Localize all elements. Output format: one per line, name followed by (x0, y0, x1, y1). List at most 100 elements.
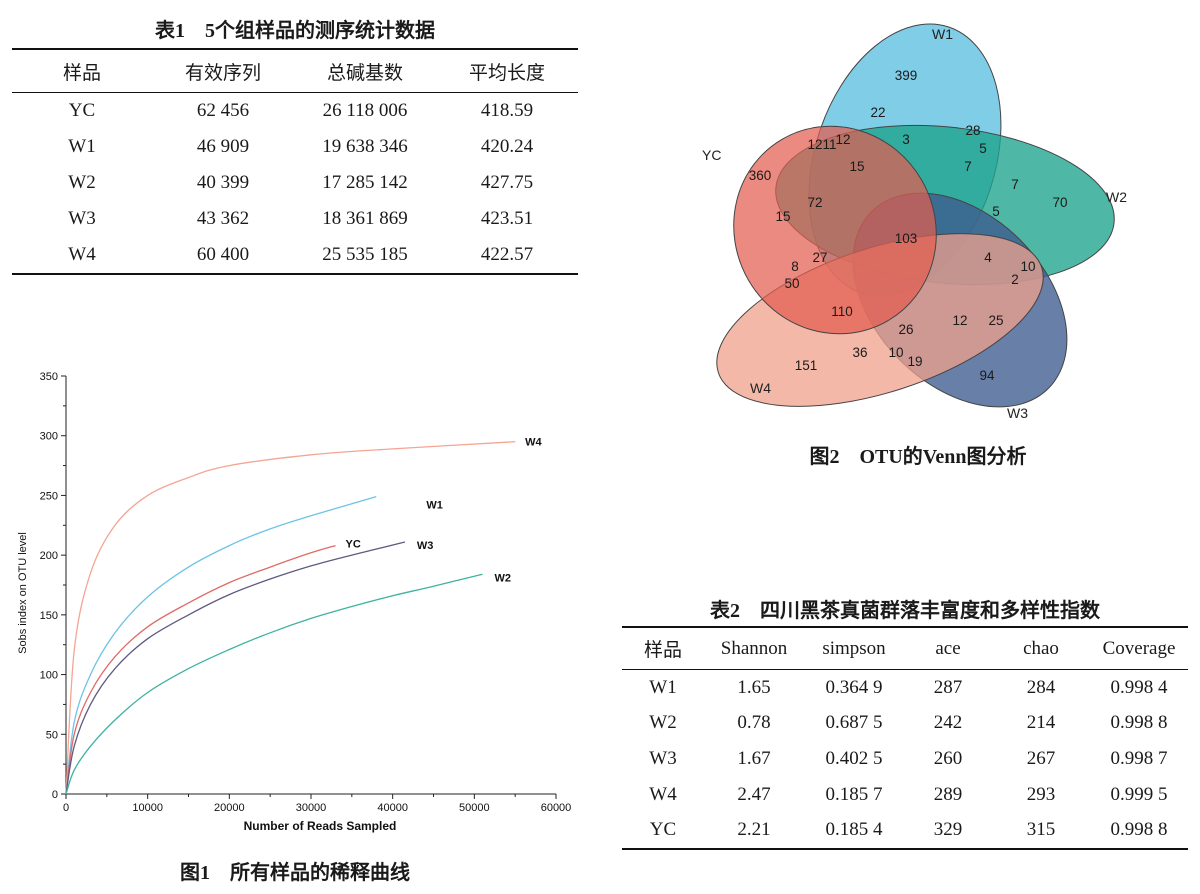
venn-count: 7 (1011, 177, 1019, 192)
table2-cell: 0.998 8 (1090, 812, 1188, 850)
table2-cell: W4 (649, 783, 677, 805)
table2-cell: 1.67 (737, 747, 771, 769)
table-row: W3 1.67 0.402 5 260 267 0.998 7 (622, 741, 1188, 777)
table-row: W1 46 909 19 638 346 420.24 (12, 129, 578, 165)
table2-cell: 0.78 (737, 712, 771, 734)
table-row: YC 62 456 26 118 006 418.59 (12, 93, 578, 130)
x-tick-label: 50000 (459, 802, 490, 814)
table1-cell: 26 118 006 (322, 100, 408, 121)
venn-count: 25 (988, 313, 1003, 328)
y-tick-label: 150 (40, 610, 58, 622)
venn-count: 12 (835, 132, 850, 147)
table-row: W1 1.65 0.364 9 287 284 0.998 4 (622, 670, 1188, 706)
y-tick-label: 350 (40, 371, 58, 383)
table2-cell: 260 (933, 747, 963, 769)
figure1-caption: 图1 所有样品的稀释曲线 (180, 862, 410, 884)
venn-count: 94 (979, 368, 995, 383)
table2-header: simpson (804, 626, 904, 670)
table1: 样品 有效序列 总碱基数 平均长度 YC 62 456 26 118 006 4… (12, 48, 578, 275)
table1-cell: 18 361 869 (322, 208, 408, 229)
venn-count: 399 (895, 68, 918, 83)
table2-cell: 0.364 9 (825, 676, 883, 698)
venn-count: 72 (807, 195, 822, 210)
table1-cell: 418.59 (480, 100, 534, 121)
table2-header: chao (992, 626, 1090, 670)
table1-cell: 422.57 (436, 237, 578, 275)
x-tick-label: 10000 (132, 802, 163, 814)
table2-cell: W1 (649, 676, 677, 698)
series-label-yc: YC (346, 539, 361, 551)
venn-count: 27 (812, 250, 827, 265)
rarefaction-chart: 0 10000 20000 30000 40000 50000 60000 0 50 100 150… (17, 371, 572, 833)
series-label-w1: W1 (426, 500, 443, 512)
chart-xlabel: Number of Reads Sampled (244, 819, 397, 833)
venn-petals (716, 23, 1115, 408)
table1-cell: 40 399 (196, 172, 250, 193)
table2-cell: W2 (649, 712, 677, 734)
table2-cell: 1.65 (737, 676, 771, 698)
table2-cell: 329 (904, 812, 992, 850)
venn-count: 4 (984, 250, 992, 265)
table2-header: ace (904, 626, 992, 670)
y-tick-label: 100 (40, 670, 58, 682)
y-tick-label: 250 (40, 490, 58, 502)
venn-count: 5 (992, 204, 1000, 219)
series-line-w4 (65, 441, 516, 795)
table1-cell: 43 362 (196, 208, 250, 229)
table2-cell: 2.21 (704, 812, 804, 850)
table2-cell: YC (622, 812, 704, 850)
table-row: W2 0.78 0.687 5 242 214 0.998 8 (622, 706, 1188, 742)
table2-header: Coverage (1090, 626, 1188, 670)
table2-cell: 315 (992, 812, 1090, 850)
chart-series (65, 441, 516, 795)
venn-petal-yc (733, 125, 937, 335)
table2-cell: 0.998 4 (1110, 676, 1168, 698)
venn-count: 50 (784, 276, 799, 291)
table1-cell: W2 (68, 172, 96, 193)
venn-label-w4: W4 (750, 380, 771, 396)
table-row: W2 40 399 17 285 142 427.75 (12, 165, 578, 201)
table1-cell: W3 (68, 208, 96, 229)
venn-count: 15 (775, 209, 790, 224)
y-tick-label: 300 (40, 431, 58, 443)
table1-header: 平均长度 (436, 48, 578, 93)
table1-cell: 427.75 (480, 172, 534, 193)
table1-cell: W1 (68, 136, 96, 157)
table1-cell: W4 (12, 237, 152, 275)
x-tick-label: 30000 (296, 802, 327, 814)
table1-cell: 46 909 (196, 136, 250, 157)
table2-cell: 289 (933, 783, 963, 805)
x-tick-label: 60000 (541, 802, 572, 814)
table1-cell: 420.24 (480, 136, 534, 157)
venn-diagram: W1 W2 W3 W4 YC 399 22 28 3 12 1211 15 5 … (702, 23, 1127, 421)
series-label-w4: W4 (525, 437, 542, 449)
venn-count: 103 (895, 231, 918, 246)
series-line-yc (65, 544, 336, 795)
table2-cell: 0.185 7 (825, 783, 883, 805)
table2-cell: 242 (933, 712, 963, 734)
table2-header-row: 样品 Shannon simpson ace chao Coverage (622, 626, 1188, 670)
table-row: W4 2.47 0.185 7 289 293 0.999 5 (622, 777, 1188, 813)
table-row: YC 2.21 0.185 4 329 315 0.998 8 (622, 812, 1188, 850)
table-row: W3 43 362 18 361 869 423.51 (12, 201, 578, 237)
venn-label-w1: W1 (932, 26, 953, 42)
table1-cell: 19 638 346 (322, 136, 408, 157)
table1-cell: 62 456 (196, 100, 250, 121)
table2-cell: 0.998 8 (1110, 712, 1168, 734)
table2: 样品 Shannon simpson ace chao Coverage W1 … (622, 626, 1188, 850)
venn-count: 5 (979, 141, 987, 156)
venn-count: 110 (831, 304, 853, 319)
x-tick-label: 20000 (214, 802, 245, 814)
venn-count: 10 (1020, 259, 1035, 274)
venn-count: 28 (965, 123, 980, 138)
table2-cell: 293 (1026, 783, 1056, 805)
venn-count: 3 (902, 132, 910, 147)
venn-count: 26 (898, 322, 913, 337)
y-tick-label: 200 (40, 550, 58, 562)
series-line-w2 (65, 573, 483, 795)
table1-cell: 17 285 142 (322, 172, 408, 193)
venn-count: 70 (1052, 195, 1067, 210)
venn-count: 7 (964, 159, 972, 174)
venn-label-w2: W2 (1106, 189, 1127, 205)
table2-cell: 0.402 5 (825, 747, 883, 769)
